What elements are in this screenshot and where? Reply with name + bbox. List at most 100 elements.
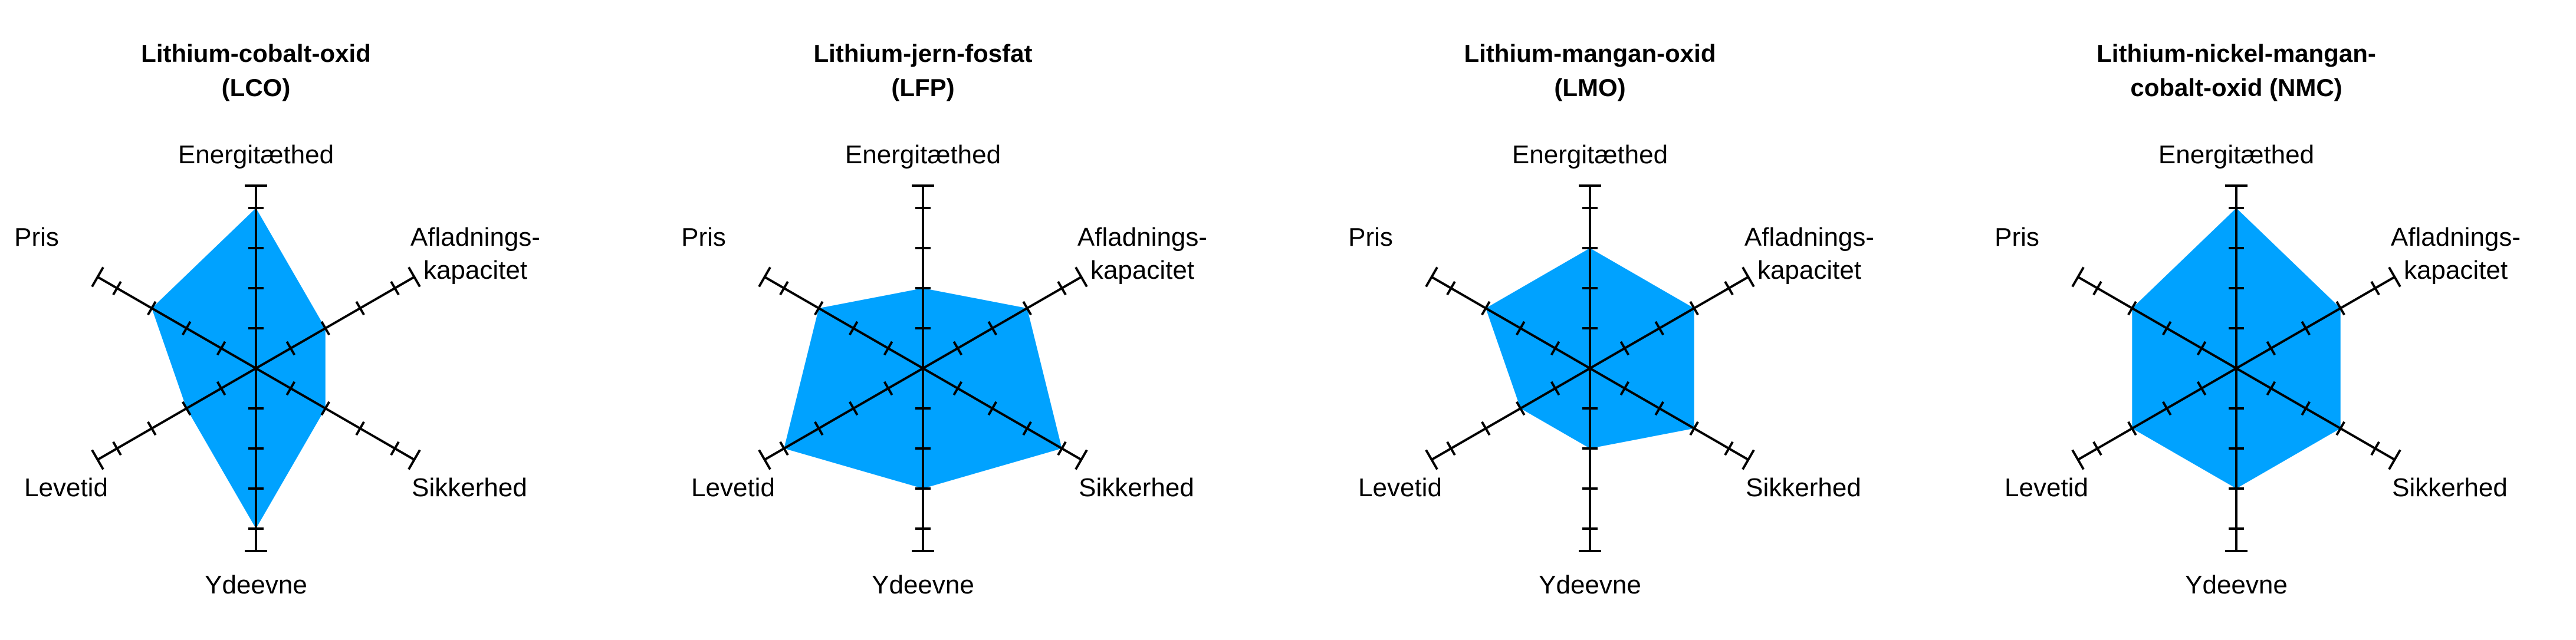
- axis-line: [758, 266, 924, 370]
- axis-tick: [112, 441, 122, 456]
- axis-line: [1589, 367, 1755, 470]
- axis-spoke: [922, 276, 1082, 370]
- axis-tick: [2161, 401, 2172, 416]
- axis-end-cap: [1075, 449, 1088, 470]
- axis-end-cap: [1075, 266, 1088, 288]
- axis-label: Afladnings-: [410, 223, 540, 252]
- axis-tick: [987, 401, 998, 416]
- axis-line: [91, 266, 257, 370]
- chart-title-line: (LMO): [1554, 74, 1625, 101]
- axis-spoke: [764, 367, 924, 461]
- axis-tick: [2266, 381, 2276, 396]
- axis-spoke: [1431, 367, 1591, 461]
- axis-tick: [2301, 401, 2311, 416]
- axis-tick: [2196, 381, 2207, 396]
- axis-label: Afladnings-: [1077, 223, 1207, 252]
- axis-line: [2235, 367, 2401, 470]
- axis-label: Ydeevne: [872, 570, 974, 599]
- axis-line: [1589, 266, 1755, 370]
- axis-tick: [1654, 401, 1665, 416]
- axis-tick: [2196, 341, 2207, 356]
- axis-end-cap: [1425, 449, 1438, 470]
- axis-tick: [2127, 421, 2137, 436]
- chart-title-line: (LCO): [222, 74, 291, 101]
- axis-tick: [779, 281, 789, 296]
- radar-chart-2: Lithium-jern-fosfat (LFP) Energitæthed Afla…: [681, 39, 1207, 599]
- axis-tick: [1619, 381, 1630, 396]
- axis-tick: [147, 421, 157, 436]
- axis-label: Energitæthed: [2158, 140, 2314, 169]
- axis-tick: [2092, 441, 2102, 456]
- axis-label: kapacitet: [423, 256, 527, 285]
- axis-line: [912, 184, 934, 368]
- axis-label: Levetid: [24, 473, 108, 502]
- axis-tick: [320, 401, 331, 416]
- axis-end-cap: [758, 449, 771, 470]
- axis-line: [255, 367, 421, 470]
- axis-label: Afladnings-: [1744, 223, 1874, 252]
- axis-end-cap: [1742, 266, 1755, 288]
- axis-line: [2071, 367, 2237, 470]
- axis-label: kapacitet: [1090, 256, 1194, 285]
- axis-label: Pris: [681, 223, 726, 252]
- axis-label: kapacitet: [1757, 256, 1861, 285]
- chart-title-line: Lithium-mangan-oxid: [1464, 39, 1716, 67]
- axis-tick: [181, 401, 192, 416]
- axis-tick: [1481, 421, 1491, 436]
- chart-title-line: Lithium-jern-fosfat: [814, 39, 1033, 67]
- axis-tick: [390, 281, 400, 296]
- axis-end-cap: [91, 449, 104, 470]
- axis-label: Levetid: [2005, 473, 2088, 502]
- axis-tick: [2335, 421, 2345, 436]
- axis-tick: [883, 341, 893, 356]
- axis-tick: [355, 301, 365, 316]
- axis-tick: [1619, 341, 1630, 356]
- axis-end-cap: [758, 266, 771, 288]
- axis-tick: [1057, 281, 1067, 296]
- axis-label: Levetid: [1358, 473, 1442, 502]
- chart-title-line: (LFP): [891, 74, 954, 101]
- axis-label: Energitæthed: [178, 140, 334, 169]
- axis-tick: [883, 381, 893, 396]
- axis-line: [1425, 266, 1591, 370]
- axis-line: [1425, 367, 1591, 470]
- axis-spoke: [255, 367, 415, 461]
- axis-tick: [814, 301, 824, 316]
- axis-spoke: [2235, 276, 2396, 370]
- axis-label: Sikkerhed: [1079, 473, 1194, 502]
- chart-title-line: Lithium-nickel-mangan-: [2097, 39, 2376, 67]
- axis-tick: [2301, 321, 2311, 336]
- axis-tick: [952, 381, 963, 396]
- radar-chart-4: Lithium-nickel-mangan-cobalt-oxid (NMC) E…: [1995, 39, 2521, 599]
- axis-tick: [1481, 301, 1491, 316]
- axis-label: Energitæthed: [1512, 140, 1668, 169]
- axis-tick: [320, 321, 331, 336]
- axis-end-cap: [2388, 449, 2401, 470]
- axis-tick: [1446, 281, 1456, 296]
- axis-tick: [1550, 341, 1560, 356]
- axis-line: [922, 266, 1088, 370]
- axis-tick: [147, 301, 157, 316]
- axis-spoke: [255, 276, 415, 370]
- axis-spoke: [97, 276, 257, 370]
- axis-tick: [1724, 281, 1734, 296]
- axis-line: [922, 367, 1088, 470]
- axis-tick: [1446, 441, 1456, 456]
- axis-tick: [1515, 401, 1526, 416]
- axis-label: Afladnings-: [2391, 223, 2521, 252]
- axis-tick: [2161, 321, 2172, 336]
- axis-tick: [1022, 421, 1032, 436]
- axis-label: Energitæthed: [845, 140, 1001, 169]
- axis-tick: [1022, 301, 1032, 316]
- axis-line: [245, 184, 267, 368]
- axis-label: Sikkerhed: [1746, 473, 1861, 502]
- axis-tick: [285, 341, 296, 356]
- axis-label: Sikkerhed: [2392, 473, 2508, 502]
- axis-tick: [1689, 301, 1699, 316]
- axis-label: kapacitet: [2404, 256, 2508, 285]
- axis-label: Levetid: [691, 473, 775, 502]
- axis-tick: [2092, 281, 2102, 296]
- chart-title-line: Lithium-cobalt-oxid: [141, 39, 371, 67]
- axis-end-cap: [1425, 266, 1438, 288]
- axis-label: Pris: [14, 223, 59, 252]
